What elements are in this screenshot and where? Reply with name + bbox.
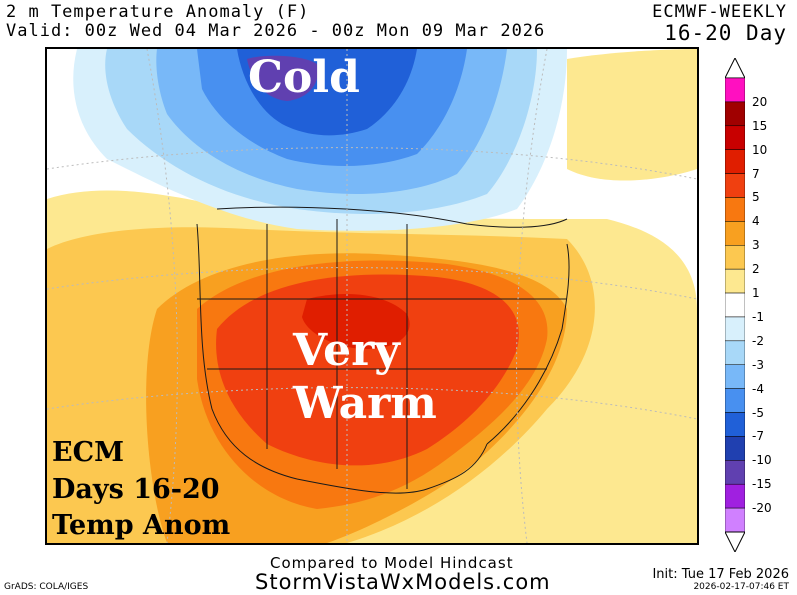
forecast-period: 16-20 Day <box>664 21 787 45</box>
legend-tick-label: 20 <box>752 94 768 109</box>
warm-annotation: Warm <box>293 378 437 429</box>
legend-swatch <box>725 507 745 533</box>
legend-swatch <box>725 483 745 509</box>
anomaly-map-svg <box>47 49 697 543</box>
legend-swatch <box>725 292 745 318</box>
legend-arrow-bottom <box>725 531 745 552</box>
legend-tick-label: -4 <box>752 381 764 396</box>
legend-swatch <box>725 173 745 198</box>
anomaly-region-atlantic <box>567 49 697 181</box>
very-annotation: Very <box>293 325 400 376</box>
boundary-lines <box>196 206 570 494</box>
legend-tick-label: -10 <box>752 453 772 468</box>
legend-swatch <box>725 364 745 389</box>
cold-annotation: Cold <box>248 52 360 103</box>
legend-tick-label: -1 <box>752 309 764 324</box>
legend-tick-label: -20 <box>752 501 772 516</box>
legend-tick-label: -3 <box>752 357 764 372</box>
legend-swatch <box>725 412 745 437</box>
legend-swatch <box>725 388 745 413</box>
grads-credit: GrADS: COLA/IGES <box>4 582 89 592</box>
legend-tick-label: -15 <box>752 477 772 492</box>
init-time: Init: Tue 17 Feb 2026 <box>652 567 789 582</box>
color-legend <box>725 58 745 552</box>
legend-swatch <box>725 125 745 150</box>
legend-swatch <box>725 197 745 222</box>
days-label: Days 16-20 <box>52 474 220 505</box>
site-name: StormVistaWxModels.com <box>255 570 551 594</box>
legend-swatch <box>725 340 745 365</box>
model-name: ECMWF-WEEKLY <box>652 2 787 22</box>
legend-swatch <box>725 221 745 246</box>
legend-swatch <box>725 149 745 174</box>
legend-tick-label: -7 <box>752 429 764 444</box>
temp-anom-label: Temp Anom <box>52 510 231 541</box>
valid-time: Valid: 00z Wed 04 Mar 2026 - 00z Mon 09 … <box>6 21 546 41</box>
legend-swatch <box>725 101 745 127</box>
legend-tick-label: 15 <box>752 118 768 133</box>
legend-tick-label: 2 <box>752 262 760 277</box>
hindcast-note: Compared to Model Hindcast <box>270 554 514 572</box>
legend-swatch <box>725 245 745 270</box>
anomaly-region-7to10 <box>302 294 410 349</box>
legend-tick-label: -2 <box>752 333 764 348</box>
legend-arrow-top <box>725 58 745 79</box>
legend-tick-label: 10 <box>752 142 768 157</box>
legend-tick-label: -5 <box>752 405 764 420</box>
legend-tick-label: 1 <box>752 286 760 301</box>
legend-swatch <box>725 77 745 103</box>
legend-swatch <box>725 436 745 461</box>
legend-swatch <box>725 316 745 342</box>
generated-timestamp: 2026-02-17-07:46 ET <box>693 582 789 592</box>
anomaly-region-5to7 <box>216 274 519 466</box>
map-title: 2 m Temperature Anomaly (F) <box>6 2 310 22</box>
anomaly-map <box>45 47 699 545</box>
graticule <box>47 49 697 543</box>
legend-tick-label: 3 <box>752 238 760 253</box>
anomaly-region-cold-5 <box>247 55 318 101</box>
legend-tick-label: 7 <box>752 166 760 181</box>
legend-swatch <box>725 268 745 294</box>
ecm-label: ECM <box>52 437 124 468</box>
legend-swatch <box>725 460 745 485</box>
legend-tick-label: 4 <box>752 214 760 229</box>
legend-tick-label: 5 <box>752 190 760 205</box>
